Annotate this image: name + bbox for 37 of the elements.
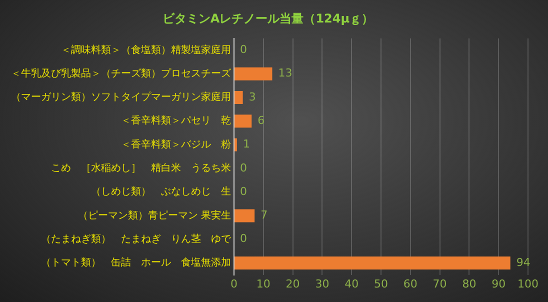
bar xyxy=(234,91,243,104)
bar xyxy=(234,67,272,80)
x-tick-label: 70 xyxy=(432,277,447,290)
data-label: 0 xyxy=(240,161,247,174)
data-label: 1 xyxy=(242,138,250,151)
y-tick-label: （たまねぎ類） たまねぎ りん茎 ゆで xyxy=(41,232,232,245)
y-tick-label: ＜香辛料類＞バジル 粉 xyxy=(121,138,231,150)
data-label: 7 xyxy=(260,208,268,222)
x-tick-label: 50 xyxy=(374,277,388,290)
data-label: 13 xyxy=(278,66,292,80)
y-tick-label: ＜調味料類＞（食塩類）精製塩家庭用 xyxy=(61,44,231,56)
y-tick-label: ＜牛乳及び乳製品＞（チーズ類）プロセスチーズ xyxy=(11,67,232,80)
bar xyxy=(234,256,510,270)
data-label: 6 xyxy=(258,114,265,127)
bar xyxy=(234,114,252,128)
y-tick-label: （マーガリン類）ソフトタイプマーガリン家庭用 xyxy=(11,91,231,104)
y-tick-label: ＜香辛料類＞パセリ 乾 xyxy=(121,114,231,127)
x-tick-label: 60 xyxy=(403,277,418,290)
bar xyxy=(234,209,255,222)
data-label: 3 xyxy=(248,90,256,104)
x-tick-label: 30 xyxy=(315,277,330,290)
x-tick-label: 80 xyxy=(462,277,476,290)
x-tick-label: 40 xyxy=(344,277,359,290)
chart-title: ビタミンAレチノール当量（124μｇ） xyxy=(162,11,374,26)
x-tick-label: 0 xyxy=(230,277,238,290)
y-tick-label: （ピーマン類）青ピーマン 果実生 xyxy=(78,209,231,222)
data-label: 0 xyxy=(240,43,247,56)
x-tick-label: 10 xyxy=(256,277,270,290)
y-tick-label: （トマト類） 缶詰 ホール 食塩無添加 xyxy=(41,256,231,269)
data-label: 94 xyxy=(516,256,530,269)
y-tick-label: （しめじ類） ぶなしめじ 生 xyxy=(91,186,231,198)
x-tick-label: 90 xyxy=(492,277,506,290)
x-tick-label: 20 xyxy=(286,277,300,290)
x-tick-label: 100 xyxy=(518,277,538,290)
data-label: 0 xyxy=(240,184,247,198)
y-tick-label: こめ ［水稲めし］ 精白米 うるち米 xyxy=(51,162,231,174)
data-label: 0 xyxy=(240,232,247,246)
